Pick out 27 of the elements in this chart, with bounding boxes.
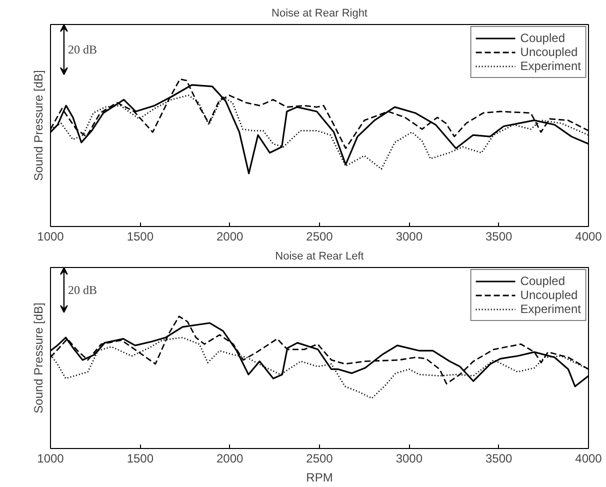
x-tick-label: 3000 (396, 230, 423, 244)
x-axis-title: RPM (306, 470, 333, 484)
chart-title: Noise at Rear Left (275, 250, 364, 262)
x-tick-label: 1000 (37, 452, 64, 466)
x-tick-label: 4000 (575, 230, 602, 244)
x-tick-label: 2500 (306, 452, 334, 466)
legend-label: Coupled (520, 31, 565, 45)
legend-label: Experiment (520, 302, 581, 316)
x-tick-label: 3000 (396, 452, 423, 466)
x-tick-label: 2500 (306, 230, 334, 244)
legend-label: Uncoupled (520, 288, 578, 302)
x-tick-label: 2000 (216, 230, 244, 244)
x-tick-label: 4000 (575, 452, 602, 466)
text: 20 dB (68, 42, 97, 57)
x-tick-label: 3500 (485, 230, 513, 244)
legend-label: Experiment (520, 59, 581, 73)
legend-label: Uncoupled (520, 45, 578, 59)
x-tick-label: 2000 (216, 452, 244, 466)
y-axis-title: Sound Pressure [dB] (32, 302, 46, 414)
text: 20 dB (68, 282, 97, 297)
chart-title: Noise at Rear Right (272, 8, 368, 20)
x-tick-label: 3500 (485, 452, 513, 466)
x-tick-label: 1000 (37, 230, 64, 244)
legend-label: Coupled (520, 274, 565, 288)
x-tick-label: 1500 (126, 230, 154, 244)
x-tick-label: 1500 (126, 452, 154, 466)
y-axis-title: Sound Pressure [dB] (32, 70, 46, 181)
